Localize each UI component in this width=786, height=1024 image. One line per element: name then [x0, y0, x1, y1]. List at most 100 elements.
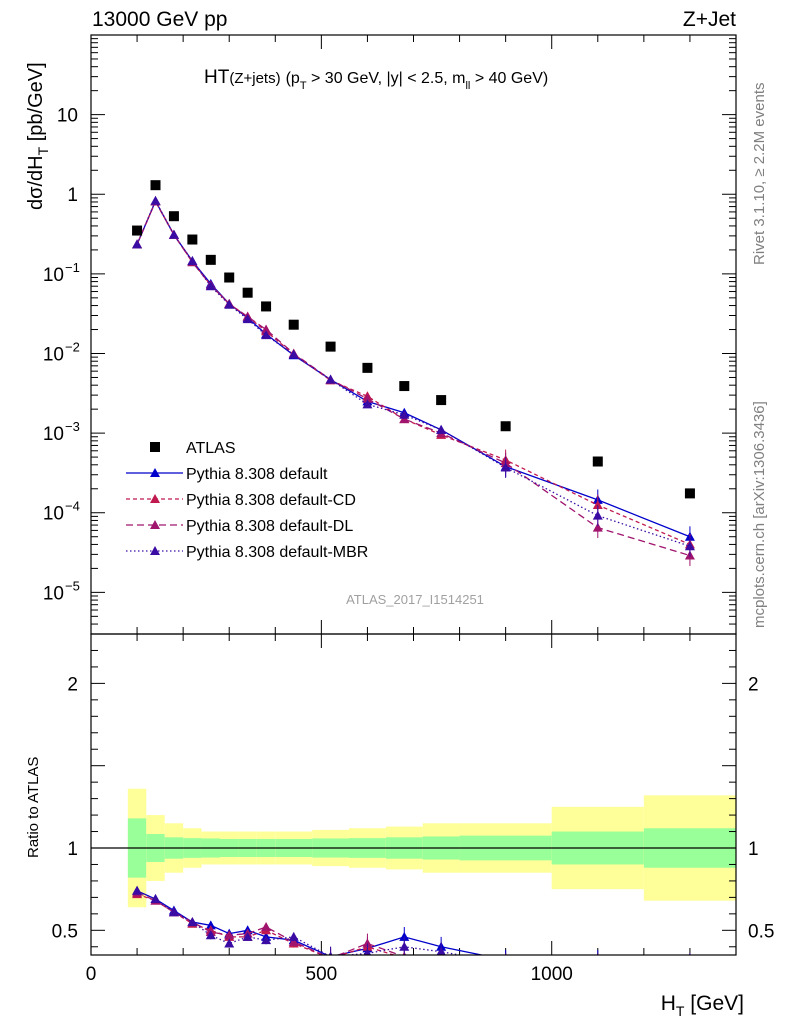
data-marker	[362, 362, 373, 373]
data-marker	[592, 456, 603, 467]
series-marker	[224, 299, 235, 309]
ratio-marker	[593, 958, 603, 967]
ratio-marker	[363, 948, 372, 955]
ratio-marker	[288, 936, 299, 946]
ratio-series-layer	[132, 885, 695, 967]
series-marker	[684, 541, 695, 551]
ratio-tick-label: 1	[67, 839, 78, 860]
mcplots-label: mcplots.cern.ch [arXiv:1306.3436]	[751, 401, 768, 628]
ratio-marker	[436, 958, 446, 967]
data-marker	[205, 254, 216, 265]
x-tick-label: 500	[306, 964, 338, 985]
ratio-series-1	[132, 885, 695, 967]
process-label: Z+Jet	[683, 8, 736, 31]
ratio-marker	[288, 931, 299, 941]
ratio-line	[136, 890, 464, 955]
ratio-marker	[132, 885, 143, 895]
collision-label: 13000 GeV pp	[92, 8, 227, 31]
data-points	[132, 180, 695, 499]
y-tick-exponent: −2	[65, 339, 80, 354]
ratio-tick-label-right: 1	[748, 839, 759, 860]
series-marker	[168, 229, 179, 239]
ratio-marker	[205, 920, 216, 930]
ratio-line	[136, 890, 485, 955]
legend-marker	[150, 520, 160, 529]
series-marker	[132, 239, 143, 249]
ratio-marker	[501, 958, 511, 967]
data-marker	[684, 488, 695, 499]
y-tick-label: 10	[43, 583, 64, 604]
ratio-tick-label: 0.5	[52, 921, 78, 942]
data-marker	[399, 381, 410, 392]
legend-label: Pythia 8.308 default	[186, 466, 328, 483]
ratio-marker	[261, 935, 272, 945]
series-marker	[500, 462, 511, 472]
ratio-marker	[150, 894, 161, 904]
series-marker	[436, 424, 447, 434]
ratio-marker	[505, 954, 506, 955]
series-marker	[261, 324, 272, 334]
series-marker	[592, 522, 603, 532]
data-marker	[261, 301, 272, 312]
series-marker	[592, 510, 603, 520]
series-marker	[592, 500, 603, 510]
y-tick-label: 10	[57, 106, 78, 127]
x-axis-label: HT [GeV]	[661, 992, 744, 1019]
series-line	[136, 199, 691, 547]
y-tick-label: 10	[43, 344, 64, 365]
data-marker	[436, 395, 447, 406]
legend-data-marker	[150, 442, 160, 452]
ratio-marker	[436, 958, 446, 967]
legend-label: Pythia 8.308 default-DL	[186, 518, 353, 535]
data-marker	[325, 341, 336, 352]
legend: ATLAS Pythia 8.308 default Pythia 8.308 de…	[126, 440, 368, 561]
data-marker	[187, 234, 198, 245]
ratio-marker	[328, 951, 333, 955]
legend-label: ATLAS	[186, 440, 236, 457]
ratio-series-3	[132, 887, 695, 967]
y-tick-label: 10	[43, 504, 64, 525]
ratio-marker	[436, 946, 446, 955]
ratio-marker	[205, 930, 216, 940]
y-tick-label: 1	[67, 185, 78, 206]
series-marker	[288, 349, 299, 359]
data-marker	[168, 211, 179, 222]
x-tick-label: 1000	[531, 964, 573, 985]
ratio-tick-label-right: 2	[748, 674, 759, 695]
y-axis-label: dσ/dHT [pb/GeV]	[25, 62, 51, 210]
ratio-axis-label: Ratio to ATLAS	[25, 757, 42, 858]
series-4	[132, 195, 695, 557]
ratio-panel: 0 500 1000 2 2 1 1 0.5 0.5	[52, 633, 774, 985]
series-marker	[362, 399, 373, 409]
ratio-marker	[399, 941, 410, 951]
ratio-frame	[90, 633, 737, 956]
legend-label: Pythia 8.308 default-MBR	[186, 544, 368, 561]
legend-marker	[150, 546, 160, 555]
series-marker	[242, 314, 253, 324]
ratio-line	[136, 891, 402, 955]
y-tick-label: 10	[43, 424, 64, 445]
ratio-marker	[399, 931, 410, 941]
series-line	[136, 200, 691, 557]
ratio-tick-label: 2	[67, 674, 78, 695]
series-marker	[187, 256, 198, 266]
ratio-marker	[593, 958, 603, 967]
ratio-marker	[685, 958, 695, 967]
analysis-id: ATLAS_2017_I1514251	[346, 592, 484, 607]
ratio-series-2	[132, 889, 691, 967]
series-marker	[362, 393, 373, 403]
legend-marker	[150, 494, 160, 503]
y-tick-exponent: −4	[65, 499, 80, 514]
ratio-marker	[501, 958, 511, 967]
data-marker	[500, 421, 511, 432]
data-marker	[224, 272, 235, 283]
ratio-marker	[362, 938, 373, 948]
ratio-marker	[685, 958, 695, 967]
ratio-marker	[187, 917, 198, 927]
data-marker	[132, 225, 143, 236]
ratio-marker	[242, 931, 253, 941]
series-marker	[325, 374, 336, 384]
series-layer	[132, 180, 695, 566]
